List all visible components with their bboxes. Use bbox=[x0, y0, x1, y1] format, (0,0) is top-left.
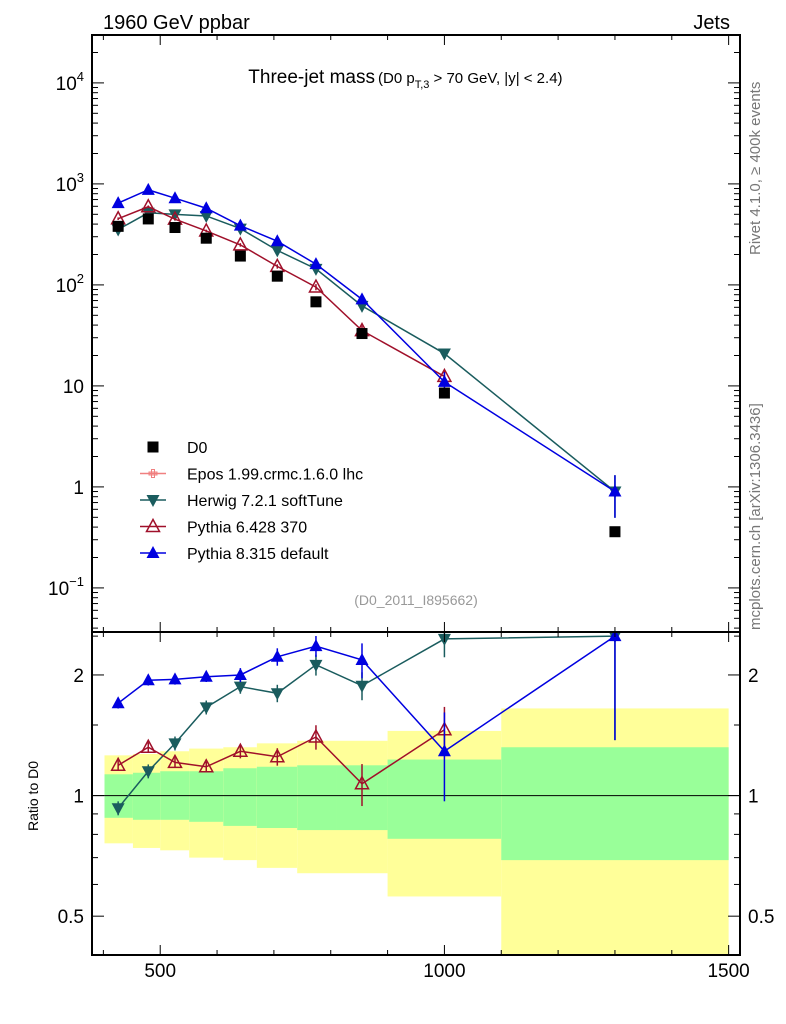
legend-pythia-marker bbox=[146, 546, 160, 558]
pythia-ratio-line bbox=[117, 635, 616, 753]
pythia-ratio-point bbox=[355, 652, 369, 665]
pythia-ratio-point bbox=[110, 756, 126, 772]
herwig-ratio-point bbox=[309, 659, 323, 672]
legend-herwig-label: Herwig 7.2.1 softTune bbox=[187, 493, 343, 510]
pythia-ratio-point bbox=[199, 669, 213, 682]
y-tick-label: 104 bbox=[56, 69, 84, 95]
x-tick-label: 500 bbox=[144, 961, 176, 982]
ratio-band-green bbox=[189, 771, 224, 822]
pythia-point bbox=[270, 234, 284, 247]
pythia-ratio-line bbox=[117, 729, 445, 785]
pythia-ratio-point bbox=[232, 742, 249, 758]
d0-data-point bbox=[271, 270, 283, 282]
y-tick-label: 102 bbox=[56, 271, 84, 297]
ratio-tick-label-right: 0.5 bbox=[748, 907, 774, 928]
mcplots-label: mcplots.cern.ch [arXiv:1306.3436] bbox=[747, 403, 764, 630]
y-tick-label: 103 bbox=[56, 170, 84, 196]
ratio-band-green bbox=[501, 747, 729, 861]
ratio-band-green bbox=[132, 772, 161, 820]
d0-data-point bbox=[112, 220, 124, 232]
header-energy: 1960 GeV ppbar bbox=[103, 12, 250, 34]
d0-data-point bbox=[310, 296, 322, 308]
herwig-ratio-point bbox=[233, 681, 247, 694]
herwig-ratio-point bbox=[168, 738, 182, 751]
herwig-ratio-point bbox=[141, 766, 155, 779]
pythia-point bbox=[608, 484, 622, 497]
pythia-ratio-point bbox=[140, 738, 157, 754]
legend-herwig-marker bbox=[146, 495, 160, 507]
d0-data-point bbox=[142, 213, 154, 225]
pythia-point bbox=[111, 196, 125, 209]
plot-frame bbox=[91, 34, 741, 956]
pythia-point bbox=[199, 201, 213, 214]
chart-title: Three-jet mass bbox=[248, 67, 375, 88]
legend-epos-marker bbox=[148, 469, 158, 478]
analysis-id: (D0_2011_I895662) bbox=[354, 592, 478, 608]
pythia-ratio-point bbox=[167, 753, 183, 769]
pythia-ratio-point bbox=[168, 672, 182, 685]
ratio-tick-label-right: 2 bbox=[748, 666, 759, 687]
pythia-point bbox=[168, 191, 182, 204]
legend-pythia-label: Pythia 6.428 370 bbox=[187, 520, 307, 537]
pythia-point bbox=[355, 292, 369, 305]
legend-pythia-marker bbox=[145, 517, 161, 533]
legend-pythia-label: Pythia 8.315 default bbox=[187, 546, 329, 563]
ratio-band-green bbox=[297, 765, 337, 831]
pythia-point bbox=[309, 257, 323, 270]
chart-subtitle: (D0 pT,3 > 70 GeV, |y| < 2.4) bbox=[378, 70, 563, 91]
d0-data-point bbox=[169, 222, 181, 234]
herwig-ratio-line bbox=[117, 635, 615, 809]
pythia-point bbox=[308, 278, 324, 293]
pythia-point bbox=[437, 374, 451, 387]
pythia-line bbox=[117, 189, 616, 493]
pythia-ratio-point bbox=[309, 639, 323, 652]
pythia-point bbox=[233, 218, 247, 231]
herwig-point bbox=[437, 348, 451, 361]
pythia-point bbox=[141, 182, 155, 195]
herwig-point bbox=[199, 210, 213, 223]
y-tick-label: 1 bbox=[73, 478, 84, 499]
herwig-point bbox=[168, 209, 182, 222]
d0-data-point bbox=[200, 232, 212, 244]
herwig-ratio-point bbox=[355, 680, 369, 693]
pythia-point bbox=[232, 236, 249, 251]
d0-data-point bbox=[234, 250, 246, 262]
legend-epos-label: Epos 1.99.crmc.1.6.0 lhc bbox=[187, 467, 363, 484]
pythia-line bbox=[117, 205, 445, 378]
pythia-ratio-point bbox=[437, 744, 451, 757]
ratio-band-green bbox=[223, 768, 257, 826]
herwig-point bbox=[270, 245, 284, 258]
ratio-tick-label-right: 1 bbox=[748, 787, 759, 808]
d0-data-point bbox=[356, 328, 368, 340]
herwig-ratio-point bbox=[111, 803, 125, 816]
y-tick-label: 10−1 bbox=[48, 574, 84, 600]
ratio-band-green bbox=[256, 766, 298, 828]
herwig-ratio-point bbox=[199, 702, 213, 715]
pythia-point bbox=[140, 198, 157, 213]
ratio-tick-label-left: 1 bbox=[73, 787, 84, 808]
d0-data-point bbox=[438, 387, 450, 399]
herwig-ratio-point bbox=[270, 688, 284, 701]
d0-data-point bbox=[609, 526, 621, 538]
pythia-ratio-point bbox=[270, 649, 284, 662]
pythia-ratio-point bbox=[308, 728, 324, 743]
x-tick-label: 1500 bbox=[707, 961, 749, 982]
pythia-ratio-point bbox=[141, 673, 155, 686]
legend-d0-marker bbox=[147, 441, 159, 453]
header-category: Jets bbox=[693, 12, 730, 34]
legend-d0-label: D0 bbox=[187, 440, 208, 457]
ratio-tick-label-left: 2 bbox=[73, 666, 84, 687]
pythia-ratio-point bbox=[269, 748, 286, 763]
ratio-axis-label: Ratio to D0 bbox=[25, 761, 41, 831]
pythia-ratio-point bbox=[198, 758, 215, 773]
pythia-ratio-point bbox=[354, 775, 370, 790]
pythia-ratio-point bbox=[111, 696, 125, 709]
ratio-tick-label-left: 0.5 bbox=[58, 907, 84, 928]
x-tick-label: 1000 bbox=[423, 961, 465, 982]
y-tick-label: 10 bbox=[63, 377, 84, 398]
rivet-version-label: Rivet 4.1.0, ≥ 400k events bbox=[747, 82, 764, 255]
pythia-ratio-point bbox=[233, 667, 247, 680]
